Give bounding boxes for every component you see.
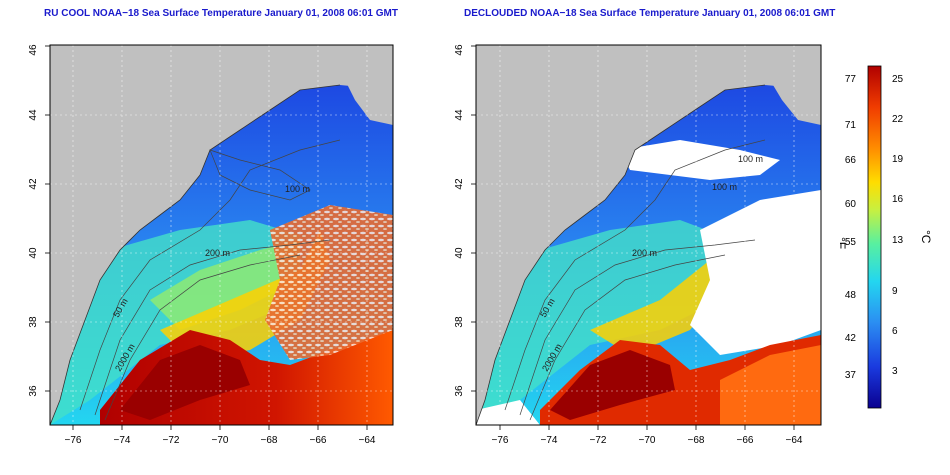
celsius-tick: 3: [892, 366, 898, 377]
fahrenheit-tick: 66: [845, 155, 857, 166]
right-panel-title: DECLOUDED NOAA−18 Sea Surface Temperatur…: [464, 8, 836, 19]
land-mass: [50, 45, 393, 425]
contour-label-100m: 100 m: [738, 154, 763, 164]
x-tick-label: −72: [590, 435, 607, 446]
bathymetry-contour-2000m: [104, 254, 301, 421]
y-tick-label: 46: [454, 44, 465, 56]
bathymetry-contour-200m: [519, 239, 756, 416]
land-mass: [476, 45, 821, 425]
x-tick-label: −66: [310, 435, 327, 446]
y-tick-label: 40: [28, 247, 39, 259]
temperature-colorbar: 77 71 66 60 55 48 42 37 25 22 19 16 13 9…: [840, 65, 933, 409]
cloud-mask-south: [476, 400, 540, 425]
bathymetry-contour-50m: [504, 139, 766, 411]
celsius-label: °C: [919, 230, 933, 244]
x-tick-label: −76: [492, 435, 509, 446]
map-grid: [50, 45, 393, 425]
celsius-tick: 25: [892, 74, 904, 85]
contour-label-100m: 100 m: [285, 184, 310, 194]
fahrenheit-tick: 48: [845, 290, 857, 301]
bathymetry-contour-2000m: [529, 254, 726, 421]
nova-scotia: [340, 45, 393, 125]
y-tick-label: 44: [28, 109, 39, 121]
y-tick-label: 40: [454, 247, 465, 259]
fahrenheit-tick: 55: [845, 237, 857, 248]
x-tick-label: −68: [261, 435, 278, 446]
coastline: [50, 84, 341, 425]
shelf-water: [476, 220, 720, 425]
celsius-tick: 9: [892, 286, 898, 297]
x-tick-label: −64: [359, 435, 376, 446]
fahrenheit-tick: 37: [845, 370, 857, 381]
y-tick-label: 36: [454, 385, 465, 397]
y-tick-label: 42: [454, 178, 465, 190]
celsius-tick: 6: [892, 326, 898, 337]
y-tick-label: 38: [454, 316, 465, 328]
right-map-frame: [475, 44, 822, 426]
x-tick-label: −76: [65, 435, 82, 446]
left-map-frame: [49, 44, 394, 426]
x-tick-label: −64: [786, 435, 803, 446]
gulf-stream-core: [550, 350, 675, 420]
x-tick-label: −72: [163, 435, 180, 446]
bathymetry-contour-200m: [94, 239, 331, 416]
fahrenheit-tick: 77: [845, 74, 857, 85]
celsius-tick: 13: [892, 235, 904, 246]
fahrenheit-tick: 71: [845, 120, 857, 131]
contour-label-200m: 200 m: [632, 248, 657, 258]
left-panel-title: RU COOL NOAA−18 Sea Surface Temperature …: [44, 8, 398, 19]
x-tick-label: −68: [688, 435, 705, 446]
y-tick-label: 42: [28, 178, 39, 190]
georges-bank-contour: [209, 149, 311, 201]
fahrenheit-tick: 42: [845, 333, 857, 344]
contour-label-100m: 100 m: [712, 182, 737, 192]
cloud-mask: [690, 190, 821, 355]
y-tick-label: 46: [28, 44, 39, 56]
x-tick-label: −74: [114, 435, 131, 446]
nova-scotia: [765, 45, 821, 125]
y-tick-label: 36: [28, 385, 39, 397]
colorbar-gradient: [867, 65, 882, 409]
cloud-speckle: [265, 205, 393, 360]
fahrenheit-tick: 60: [845, 199, 857, 210]
gulf-stream-core: [120, 345, 250, 420]
right-sst-map: 100 m 100 m 200 m 50 m 2000 m −76 −74 −7…: [454, 44, 822, 446]
contour-label-200m: 200 m: [205, 248, 230, 258]
yellow-front: [590, 240, 730, 355]
x-tick-label: −70: [212, 435, 229, 446]
y-tick-label: 44: [454, 109, 465, 121]
fahrenheit-label: °F: [840, 237, 848, 249]
x-tick-label: −66: [737, 435, 754, 446]
y-tick-label: 38: [28, 316, 39, 328]
celsius-tick: 19: [892, 154, 904, 165]
x-tick-label: −70: [639, 435, 656, 446]
x-tick-label: −74: [541, 435, 558, 446]
left-sst-map: 100 m 200 m 50 m 2000 m −76 −74 −72 −70 …: [28, 44, 394, 446]
celsius-tick: 22: [892, 114, 904, 125]
celsius-tick: 16: [892, 194, 904, 205]
bathymetry-contour-50m: [79, 139, 341, 411]
map-grid: [476, 45, 821, 425]
